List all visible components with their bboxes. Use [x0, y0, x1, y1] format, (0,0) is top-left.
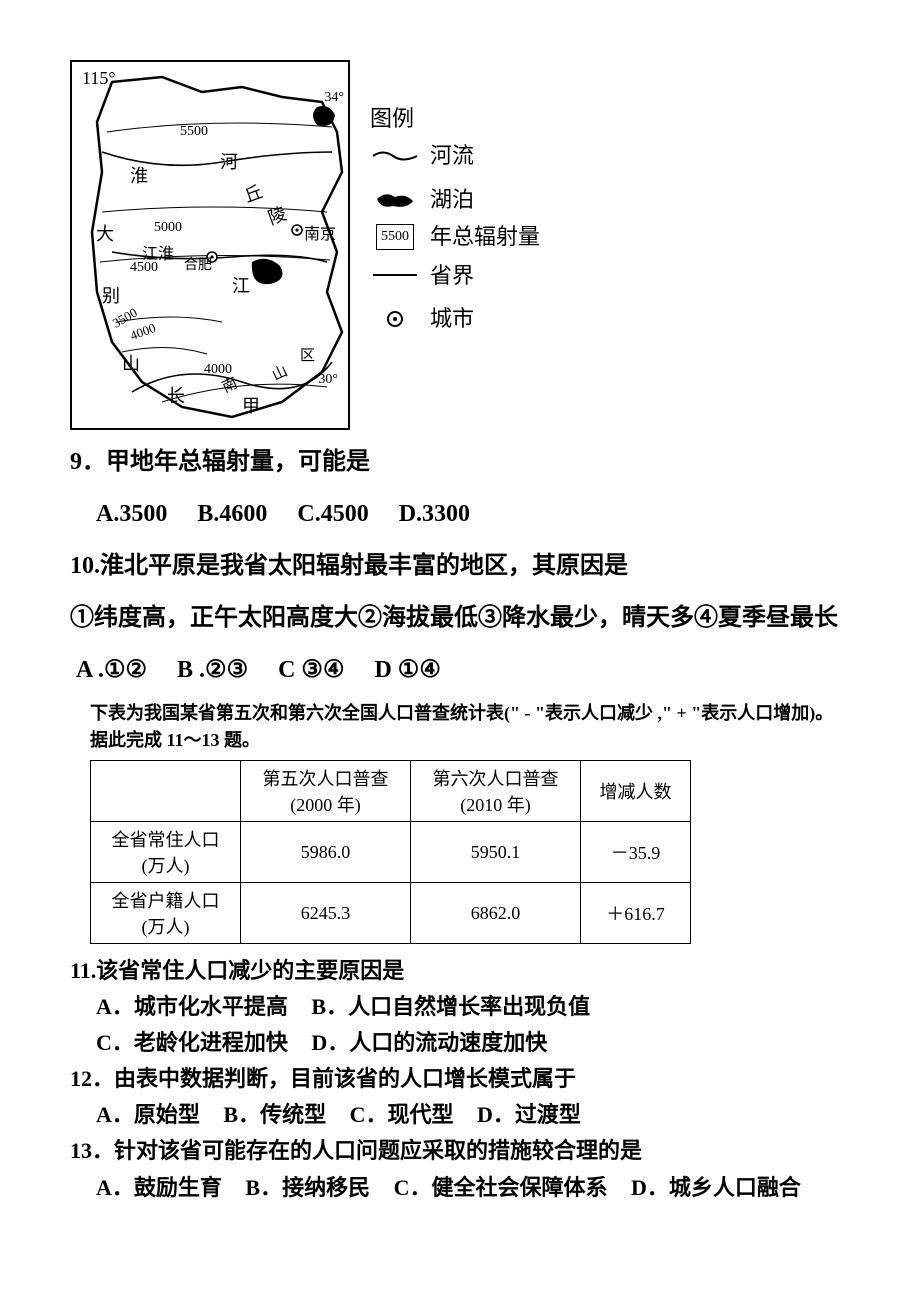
radiation-icon: 5500: [370, 224, 420, 250]
map-label-da: 大: [96, 220, 114, 246]
th-census6-l2: (2010 年): [425, 791, 566, 817]
r1-label-l2: (万人): [105, 852, 226, 878]
q13-stem: 13．针对该省可能存在的人口问题应采取的措施较合理的是: [70, 1134, 850, 1168]
legend-label-river: 河流: [430, 137, 474, 174]
q13-option-a[interactable]: A．鼓励生育: [96, 1175, 222, 1200]
table-intro: 下表为我国某省第五次和第六次全国人口普查统计表(" - "表示人口减少 ," +…: [90, 700, 850, 754]
label-lon: 115°: [82, 68, 116, 89]
r1-v2: 5950.1: [411, 822, 581, 883]
map-legend: 图例 河流 湖泊 5500 年总辐射量 省界 城市: [370, 60, 540, 430]
q12-option-b[interactable]: B．传统型: [223, 1102, 326, 1127]
legend-label-radiation: 年总辐射量: [430, 224, 540, 250]
map-figure: 115° 34° 30° 5500 淮 河 丘 陵 5000 南京 大 江淮 合…: [70, 60, 350, 430]
q10-option-a[interactable]: A .①②: [76, 657, 147, 683]
legend-label-lake: 湖泊: [430, 181, 474, 218]
river-icon: [370, 147, 420, 165]
legend-row-lake: 湖泊: [370, 181, 540, 218]
map-and-legend: 115° 34° 30° 5500 淮 河 丘 陵 5000 南京 大 江淮 合…: [70, 60, 850, 430]
q12-stem: 12．由表中数据判断，目前该省的人口增长模式属于: [70, 1062, 850, 1096]
table-row: 全省户籍人口 (万人) 6245.3 6862.0 ＋616.7: [91, 883, 691, 944]
q10-stem: 10.淮北平原是我省太阳辐射最丰富的地区，其原因是: [70, 542, 850, 590]
q10-options: A .①② B .②③ C ③④ D ①④: [70, 646, 850, 694]
map-label-4500: 4500: [130, 260, 158, 276]
q12-options: A．原始型 B．传统型 C．现代型 D．过渡型: [70, 1098, 850, 1132]
map-label-hefei: 合肥: [184, 254, 212, 274]
r2-v1: 6245.3: [241, 883, 411, 944]
q10-option-c[interactable]: C ③④: [278, 657, 344, 683]
r1-v3: －35.9: [581, 822, 691, 883]
map-label-he: 河: [220, 148, 238, 174]
q11-option-a[interactable]: A．城市化水平提高: [96, 994, 288, 1019]
legend-row-radiation: 5500 年总辐射量: [370, 224, 540, 250]
q9-options: A.3500 B.4600 C.4500 D.3300: [70, 490, 850, 538]
r2-v3: ＋616.7: [581, 883, 691, 944]
q11-options-line1: A．城市化水平提高 B．人口自然增长率出现负值: [70, 990, 850, 1024]
legend-row-city: 城市: [370, 300, 540, 337]
legend-label-boundary: 省界: [430, 257, 474, 294]
map-label-5500: 5500: [180, 124, 208, 140]
boundary-icon: [370, 271, 420, 279]
q13-option-c[interactable]: C．健全社会保障体系: [394, 1175, 608, 1200]
q9-option-d[interactable]: D.3300: [399, 501, 470, 527]
q11-option-c[interactable]: C．老龄化进程加快: [96, 1030, 288, 1055]
map-label-chang: 长: [167, 382, 185, 408]
q13-option-b[interactable]: B．接纳移民: [245, 1175, 370, 1200]
lake-icon: [370, 190, 420, 208]
q9-option-b[interactable]: B.4600: [197, 501, 267, 527]
table-row: 全省常住人口 (万人) 5986.0 5950.1 －35.9: [91, 822, 691, 883]
legend-title: 图例: [370, 100, 540, 137]
q10-option-d[interactable]: D ①④: [374, 657, 440, 683]
q12-option-a[interactable]: A．原始型: [96, 1102, 200, 1127]
th-census6-l1: 第六次人口普查: [425, 765, 566, 791]
q13-option-d[interactable]: D．城乡人口融合: [631, 1175, 801, 1200]
q13-options: A．鼓励生育 B．接纳移民 C．健全社会保障体系 D．城乡人口融合: [70, 1171, 850, 1205]
map-label-jia: 甲: [242, 392, 260, 418]
legend-label-city: 城市: [430, 300, 474, 337]
r2-label: 全省户籍人口 (万人): [91, 883, 241, 944]
q10-statements: ①纬度高，正午太阳高度大②海拔最低③降水最少，晴天多④夏季昼最长: [70, 594, 850, 642]
r2-label-l1: 全省户籍人口: [105, 887, 226, 913]
legend-row-river: 河流: [370, 137, 540, 174]
map-label-shan: 山: [122, 350, 140, 376]
r1-label: 全省常住人口 (万人): [91, 822, 241, 883]
map-label-nanjing: 南京: [304, 220, 336, 244]
th-blank: [91, 761, 241, 822]
label-lat-top: 34°: [324, 90, 344, 106]
q9-stem: 9．甲地年总辐射量，可能是: [70, 438, 850, 486]
q11-stem: 11.该省常住人口减少的主要原因是: [70, 954, 850, 988]
th-census6: 第六次人口普查 (2010 年): [411, 761, 581, 822]
q11-options-line2: C．老龄化进程加快 D．人口的流动速度加快: [70, 1026, 850, 1060]
q10-option-b[interactable]: B .②③: [177, 657, 248, 683]
map-label-5000: 5000: [154, 220, 182, 236]
r2-v2: 6862.0: [411, 883, 581, 944]
table-header-row: 第五次人口普查 (2000 年) 第六次人口普查 (2010 年) 增减人数: [91, 761, 691, 822]
map-label-bie: 别: [102, 282, 120, 308]
q9-option-a[interactable]: A.3500: [96, 501, 167, 527]
r1-label-l1: 全省常住人口: [105, 826, 226, 852]
q9-option-c[interactable]: C.4500: [297, 501, 368, 527]
label-lat-bottom: 30°: [318, 372, 338, 388]
th-census5-l1: 第五次人口普查: [255, 765, 396, 791]
q11-option-b[interactable]: B．人口自然增长率出现负值: [311, 994, 590, 1019]
map-label-hua: 淮: [130, 162, 148, 188]
city-icon: [370, 309, 420, 329]
map-label-qu: 区: [300, 344, 315, 365]
q11-option-d[interactable]: D．人口的流动速度加快: [311, 1030, 547, 1055]
census-table: 第五次人口普查 (2000 年) 第六次人口普查 (2010 年) 增减人数 全…: [90, 760, 691, 944]
th-census5: 第五次人口普查 (2000 年): [241, 761, 411, 822]
legend-row-boundary: 省界: [370, 257, 540, 294]
map-label-jiang: 江: [232, 272, 250, 298]
th-diff: 增减人数: [581, 761, 691, 822]
q12-option-d[interactable]: D．过渡型: [477, 1102, 581, 1127]
r1-v1: 5986.0: [241, 822, 411, 883]
th-census5-l2: (2000 年): [255, 791, 396, 817]
q12-option-c[interactable]: C．现代型: [350, 1102, 454, 1127]
r2-label-l2: (万人): [105, 913, 226, 939]
